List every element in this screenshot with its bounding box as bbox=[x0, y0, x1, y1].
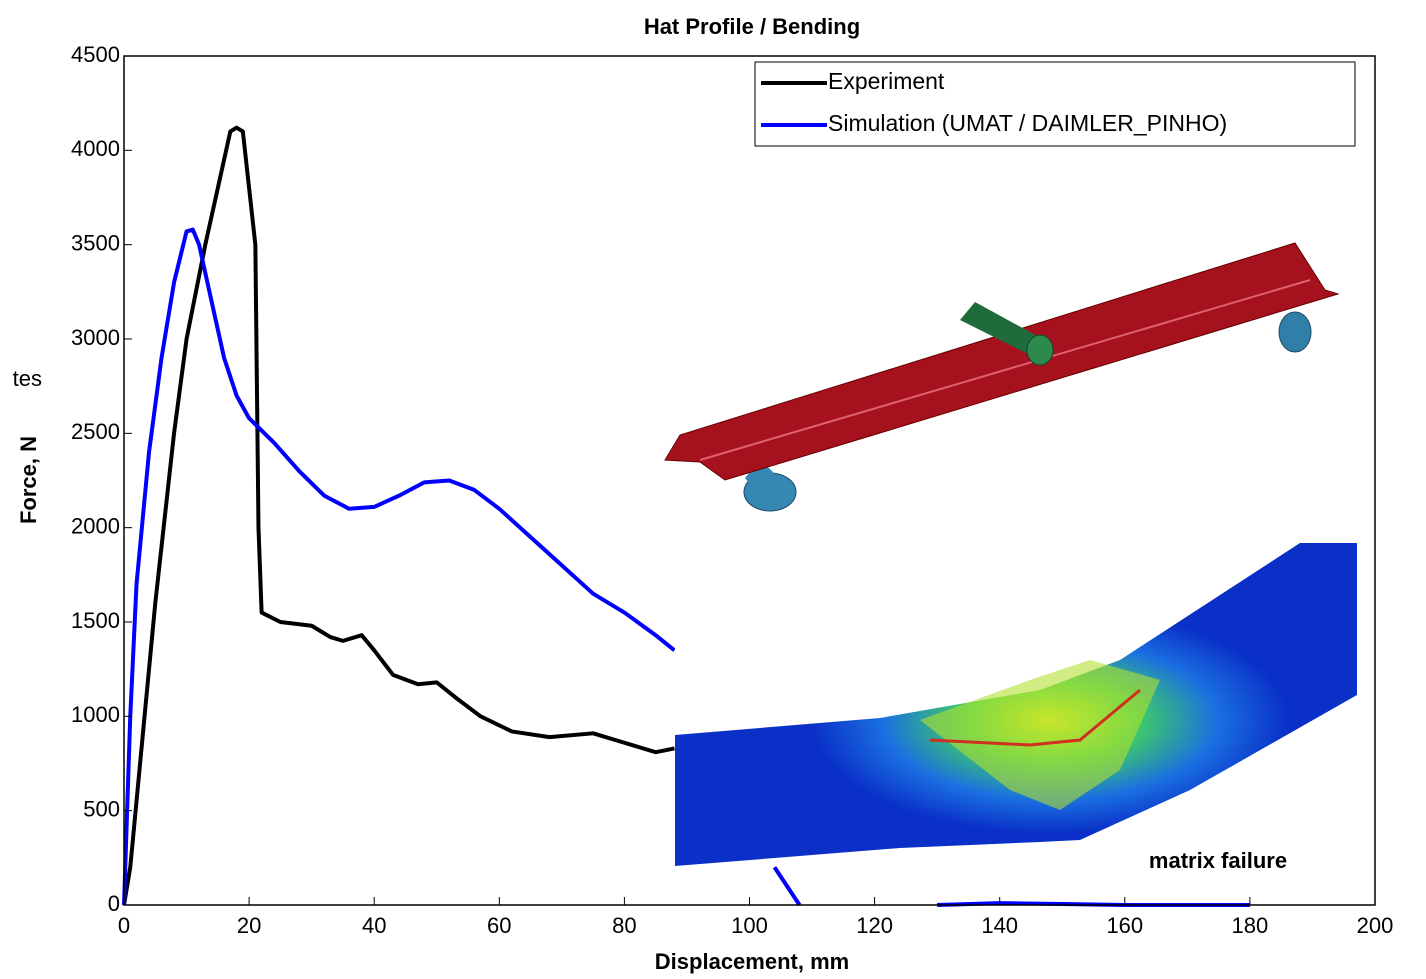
x-tick-label: 100 bbox=[731, 913, 768, 938]
beam-edge bbox=[699, 279, 1311, 461]
impactor bbox=[1026, 334, 1054, 366]
x-tick-label: 200 bbox=[1357, 913, 1394, 938]
insets: matrix failure bbox=[664, 240, 1357, 873]
impactor bbox=[960, 302, 1050, 355]
legend-label: Simulation (UMAT / DAIMLER_PINHO) bbox=[828, 110, 1227, 136]
legend-box bbox=[754, 61, 1356, 147]
y-tick-label: 500 bbox=[83, 796, 120, 821]
x-tick-label: 180 bbox=[1232, 913, 1269, 938]
y-tick-label: 1500 bbox=[71, 608, 120, 633]
legend-label: Experiment bbox=[828, 68, 945, 94]
crack bbox=[929, 688, 1141, 747]
series-line bbox=[122, 125, 675, 906]
axes: 0 20 40 60 80 100 120 140 160 180 2000500100015002… bbox=[71, 42, 1393, 938]
inset-label: matrix failure bbox=[1149, 848, 1287, 873]
x-tick-label: 0 bbox=[118, 913, 130, 938]
y-tick-label: 0 bbox=[108, 891, 120, 916]
annotation: tes bbox=[13, 366, 42, 391]
x-tick-label: 40 bbox=[362, 913, 386, 938]
y-tick-label: 2500 bbox=[71, 419, 120, 444]
y-axis-label: Force, N bbox=[16, 436, 41, 524]
x-tick-label: 60 bbox=[487, 913, 511, 938]
y-tick-label: 3500 bbox=[71, 230, 120, 255]
y-tick-label: 1000 bbox=[71, 702, 120, 727]
x-axis-label: Displacement, mm bbox=[655, 949, 849, 974]
x-tick-label: 80 bbox=[612, 913, 636, 938]
chart-title: Hat Profile / Bending bbox=[644, 14, 860, 39]
x-tick-label: 120 bbox=[856, 913, 893, 938]
y-tick-label: 2000 bbox=[71, 513, 120, 538]
x-tick-label: 20 bbox=[237, 913, 261, 938]
support bbox=[1278, 311, 1312, 353]
support bbox=[745, 460, 795, 511]
y-tick-label: 4000 bbox=[71, 136, 120, 161]
y-tick-label: 3000 bbox=[71, 325, 120, 350]
x-tick-label: 140 bbox=[981, 913, 1018, 938]
y-tick-label: 4500 bbox=[71, 42, 120, 67]
legend: Experiment Simulation (UMAT / DAIMLER_PIN… bbox=[754, 61, 1356, 147]
failure-zone bbox=[920, 660, 1160, 810]
x-tick-label: 160 bbox=[1106, 913, 1143, 938]
